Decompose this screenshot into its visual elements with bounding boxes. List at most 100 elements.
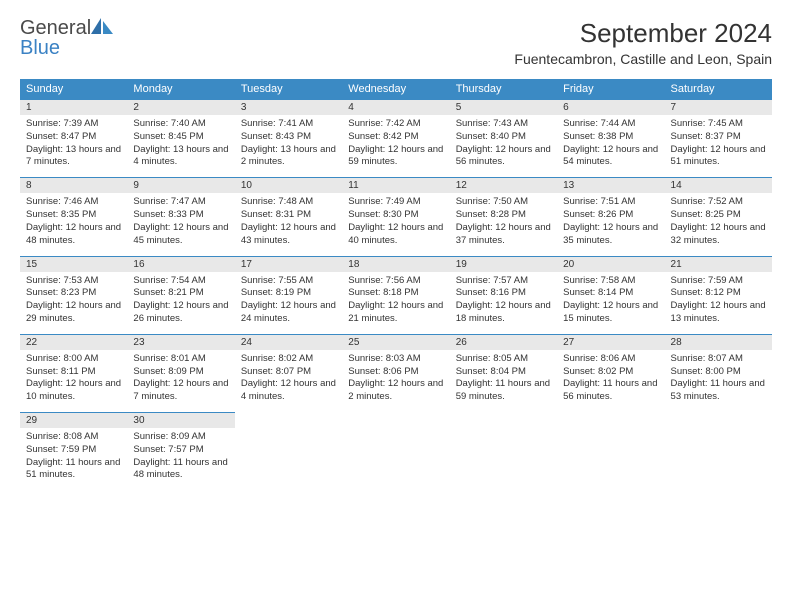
- daylight-label: Daylight:: [456, 222, 493, 233]
- sunrise-value: 7:39 AM: [64, 118, 99, 129]
- day-content: Sunrise: 7:48 AMSunset: 8:31 PMDaylight:…: [235, 193, 342, 255]
- day-number: 11: [342, 177, 449, 193]
- sunrise-value: 7:55 AM: [278, 275, 313, 286]
- sunrise-value: 8:05 AM: [493, 353, 528, 364]
- calendar-cell: 5Sunrise: 7:43 AMSunset: 8:40 PMDaylight…: [450, 99, 557, 177]
- sunrise-label: Sunrise:: [241, 196, 276, 207]
- sunset-value: 8:16 PM: [491, 287, 526, 298]
- daylight-label: Daylight:: [348, 222, 385, 233]
- calendar-cell: 7Sunrise: 7:45 AMSunset: 8:37 PMDaylight…: [665, 99, 772, 177]
- day-content: Sunrise: 8:03 AMSunset: 8:06 PMDaylight:…: [342, 350, 449, 412]
- sunset-value: 8:06 PM: [383, 366, 418, 377]
- weekday-header: Thursday: [450, 79, 557, 99]
- sunset-value: 8:09 PM: [168, 366, 203, 377]
- day-content: Sunrise: 7:57 AMSunset: 8:16 PMDaylight:…: [450, 272, 557, 334]
- sunset-label: Sunset:: [133, 209, 165, 220]
- calendar-cell: 15Sunrise: 7:53 AMSunset: 8:23 PMDayligh…: [20, 256, 127, 334]
- sunset-value: 8:40 PM: [491, 131, 526, 142]
- day-content: Sunrise: 8:06 AMSunset: 8:02 PMDaylight:…: [557, 350, 664, 412]
- sunrise-value: 7:48 AM: [278, 196, 313, 207]
- sunrise-value: 7:50 AM: [493, 196, 528, 207]
- logo-text: General Blue: [20, 18, 113, 58]
- weekday-header: Friday: [557, 79, 664, 99]
- calendar-cell: 11Sunrise: 7:49 AMSunset: 8:30 PMDayligh…: [342, 177, 449, 255]
- sunset-value: 8:21 PM: [168, 287, 203, 298]
- day-number: 21: [665, 256, 772, 272]
- sunset-value: 8:23 PM: [61, 287, 96, 298]
- daylight-label: Daylight:: [563, 300, 600, 311]
- sunrise-value: 7:41 AM: [278, 118, 313, 129]
- day-content: Sunrise: 7:55 AMSunset: 8:19 PMDaylight:…: [235, 272, 342, 334]
- sunset-label: Sunset:: [133, 287, 165, 298]
- sunset-value: 8:14 PM: [598, 287, 633, 298]
- sunrise-value: 8:00 AM: [64, 353, 99, 364]
- sunrise-value: 7:46 AM: [64, 196, 99, 207]
- day-number: 27: [557, 334, 664, 350]
- calendar-cell: 13Sunrise: 7:51 AMSunset: 8:26 PMDayligh…: [557, 177, 664, 255]
- logo: General Blue: [20, 18, 113, 58]
- day-number: 26: [450, 334, 557, 350]
- sunset-label: Sunset:: [563, 287, 595, 298]
- sail-icon: [91, 18, 113, 34]
- calendar-cell: 27Sunrise: 8:06 AMSunset: 8:02 PMDayligh…: [557, 334, 664, 412]
- day-content: Sunrise: 8:00 AMSunset: 8:11 PMDaylight:…: [20, 350, 127, 412]
- day-content: Sunrise: 8:02 AMSunset: 8:07 PMDaylight:…: [235, 350, 342, 412]
- day-number: 4: [342, 99, 449, 115]
- sunset-value: 7:59 PM: [61, 444, 96, 455]
- day-content: Sunrise: 7:50 AMSunset: 8:28 PMDaylight:…: [450, 193, 557, 255]
- day-number: 6: [557, 99, 664, 115]
- page-title: September 2024: [514, 18, 772, 49]
- sunrise-label: Sunrise:: [26, 275, 61, 286]
- sunset-label: Sunset:: [133, 366, 165, 377]
- sunset-value: 8:07 PM: [276, 366, 311, 377]
- sunrise-label: Sunrise:: [456, 196, 491, 207]
- calendar-cell-empty: [665, 412, 772, 490]
- sunrise-label: Sunrise:: [133, 353, 168, 364]
- weekday-header: Tuesday: [235, 79, 342, 99]
- day-content: Sunrise: 7:49 AMSunset: 8:30 PMDaylight:…: [342, 193, 449, 255]
- daylight-label: Daylight:: [671, 222, 708, 233]
- weekday-row: Sunday Monday Tuesday Wednesday Thursday…: [20, 79, 772, 99]
- sunset-label: Sunset:: [348, 366, 380, 377]
- calendar-cell: 28Sunrise: 8:07 AMSunset: 8:00 PMDayligh…: [665, 334, 772, 412]
- calendar-cell-empty: [450, 412, 557, 490]
- sunset-value: 8:30 PM: [383, 209, 418, 220]
- sunrise-label: Sunrise:: [563, 275, 598, 286]
- day-number: 19: [450, 256, 557, 272]
- day-content: Sunrise: 7:41 AMSunset: 8:43 PMDaylight:…: [235, 115, 342, 177]
- sunset-value: 8:33 PM: [168, 209, 203, 220]
- sunset-label: Sunset:: [563, 366, 595, 377]
- sunset-label: Sunset:: [348, 131, 380, 142]
- daylight-label: Daylight:: [241, 300, 278, 311]
- calendar-cell: 14Sunrise: 7:52 AMSunset: 8:25 PMDayligh…: [665, 177, 772, 255]
- sunset-value: 8:45 PM: [168, 131, 203, 142]
- calendar-row: 15Sunrise: 7:53 AMSunset: 8:23 PMDayligh…: [20, 256, 772, 334]
- sunrise-value: 8:03 AM: [386, 353, 421, 364]
- calendar-cell: 9Sunrise: 7:47 AMSunset: 8:33 PMDaylight…: [127, 177, 234, 255]
- day-content: Sunrise: 8:07 AMSunset: 8:00 PMDaylight:…: [665, 350, 772, 412]
- sunset-value: 8:43 PM: [276, 131, 311, 142]
- sunset-label: Sunset:: [456, 209, 488, 220]
- calendar-cell-empty: [342, 412, 449, 490]
- sunrise-label: Sunrise:: [671, 275, 706, 286]
- day-content: Sunrise: 7:52 AMSunset: 8:25 PMDaylight:…: [665, 193, 772, 255]
- sunrise-label: Sunrise:: [671, 196, 706, 207]
- daylight-label: Daylight:: [671, 378, 708, 389]
- sunset-value: 8:26 PM: [598, 209, 633, 220]
- day-content: Sunrise: 7:40 AMSunset: 8:45 PMDaylight:…: [127, 115, 234, 177]
- day-number: 18: [342, 256, 449, 272]
- calendar-cell: 30Sunrise: 8:09 AMSunset: 7:57 PMDayligh…: [127, 412, 234, 490]
- weekday-header: Sunday: [20, 79, 127, 99]
- sunset-label: Sunset:: [456, 131, 488, 142]
- sunset-value: 8:12 PM: [705, 287, 740, 298]
- calendar-cell: 24Sunrise: 8:02 AMSunset: 8:07 PMDayligh…: [235, 334, 342, 412]
- sunrise-value: 7:43 AM: [493, 118, 528, 129]
- day-number: 17: [235, 256, 342, 272]
- daylight-label: Daylight:: [348, 378, 385, 389]
- sunrise-value: 8:01 AM: [171, 353, 206, 364]
- day-number: 15: [20, 256, 127, 272]
- sunset-label: Sunset:: [241, 366, 273, 377]
- daylight-label: Daylight:: [456, 378, 493, 389]
- calendar-cell: 17Sunrise: 7:55 AMSunset: 8:19 PMDayligh…: [235, 256, 342, 334]
- sunset-label: Sunset:: [26, 209, 58, 220]
